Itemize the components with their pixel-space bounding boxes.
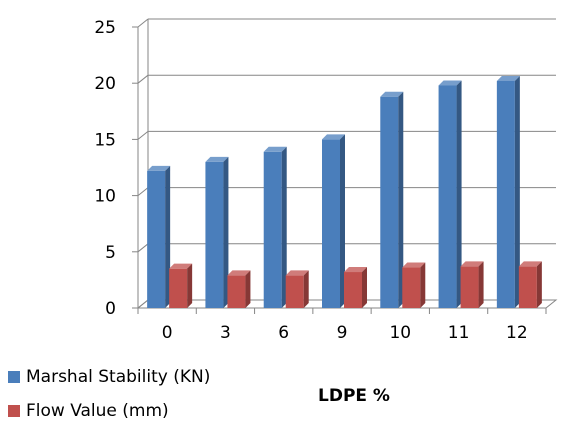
y-tick-label: 10 [94, 187, 116, 207]
legend-label-stability: Marshal Stability (KN) [26, 367, 211, 387]
bar-stability [147, 165, 171, 308]
bar-flow [518, 261, 542, 308]
y-axis-ticks: 0 5 10 15 20 25 [94, 18, 116, 319]
bar-front [263, 151, 282, 308]
bar-flow [285, 270, 309, 308]
bar-top [460, 261, 484, 267]
bar-side [536, 261, 542, 308]
legend-item-stability: Marshal Stability (KN) [8, 360, 210, 394]
legend-label-flow: Flow Value (mm) [26, 401, 169, 421]
bar-front [460, 266, 479, 308]
bar-top [380, 91, 404, 97]
bar-top [402, 262, 426, 268]
gridline-depth [137, 131, 149, 140]
bar-stability [380, 91, 404, 308]
bar-top [518, 261, 542, 267]
bar-stability [205, 156, 229, 308]
y-tick-label: 15 [94, 130, 116, 150]
bar-side [420, 262, 426, 308]
bar-flow [460, 261, 484, 308]
bar-side [478, 261, 484, 308]
bar-flow [402, 262, 426, 308]
bar-top [322, 134, 345, 140]
bar-stability [263, 146, 287, 308]
bar-front [518, 266, 537, 308]
bar-front [169, 268, 188, 308]
bar-top [205, 156, 229, 162]
bar-front [344, 272, 362, 308]
legend-item-flow: Flow Value (mm) [8, 394, 210, 428]
x-tick-label: 9 [337, 323, 348, 343]
bar-top [147, 165, 171, 171]
bar-front [322, 139, 340, 308]
y-tick-label: 5 [105, 243, 116, 263]
bar-side [223, 156, 229, 308]
x-tick-label: 11 [448, 323, 470, 343]
bar-flow [169, 263, 193, 308]
gridline-depth [137, 243, 149, 253]
bar-front [380, 96, 399, 308]
x-axis-ticks: 0 3 6 9 10 11 12 [137, 308, 547, 343]
bar-front [285, 275, 304, 308]
y-tick-label: 20 [94, 74, 116, 94]
bar-side [245, 270, 251, 308]
legend-swatch-stability [8, 371, 20, 383]
bar-side [165, 165, 171, 308]
gridline-depth [137, 18, 149, 28]
x-axis-label: LDPE % [318, 386, 390, 406]
x-tick-label: 6 [278, 323, 289, 343]
bar-top [344, 267, 367, 273]
bar-side [303, 270, 309, 308]
legend-swatch-flow [8, 405, 20, 417]
x-tick-label: 12 [506, 323, 528, 343]
bar-stability [438, 80, 462, 308]
legend: Marshal Stability (KN) Flow Value (mm) [8, 360, 210, 428]
bar-side [514, 75, 520, 309]
bar-stability [496, 75, 520, 309]
bar-front [496, 80, 515, 309]
bar-side [398, 91, 404, 308]
bar-side [456, 80, 462, 308]
x-tick-label: 10 [389, 323, 411, 343]
bar-front [402, 267, 421, 308]
gridline-depth [137, 74, 149, 84]
bar-flow [227, 270, 251, 308]
bar-top [169, 263, 193, 269]
gridline-depth [137, 187, 149, 196]
bar-top [227, 270, 251, 276]
bar-side [187, 263, 193, 308]
bars [147, 75, 542, 309]
bar-front [205, 161, 224, 308]
x-tick-label: 0 [162, 323, 173, 343]
bar-flow [344, 267, 367, 308]
bar-top [496, 75, 520, 81]
bar-top [263, 146, 287, 152]
bar-side [362, 267, 367, 308]
bar-side [281, 146, 287, 308]
bar-stability [322, 134, 345, 308]
bar-top [285, 270, 309, 276]
gridline-depth [137, 299, 149, 309]
y-tick-label: 0 [105, 299, 116, 319]
bar-front [438, 85, 457, 308]
bar-top [438, 80, 462, 86]
bar-side [340, 134, 345, 308]
y-tick-label: 25 [94, 18, 116, 38]
bar-front [227, 275, 246, 308]
bar-front [147, 170, 166, 308]
x-tick-label: 3 [220, 323, 231, 343]
